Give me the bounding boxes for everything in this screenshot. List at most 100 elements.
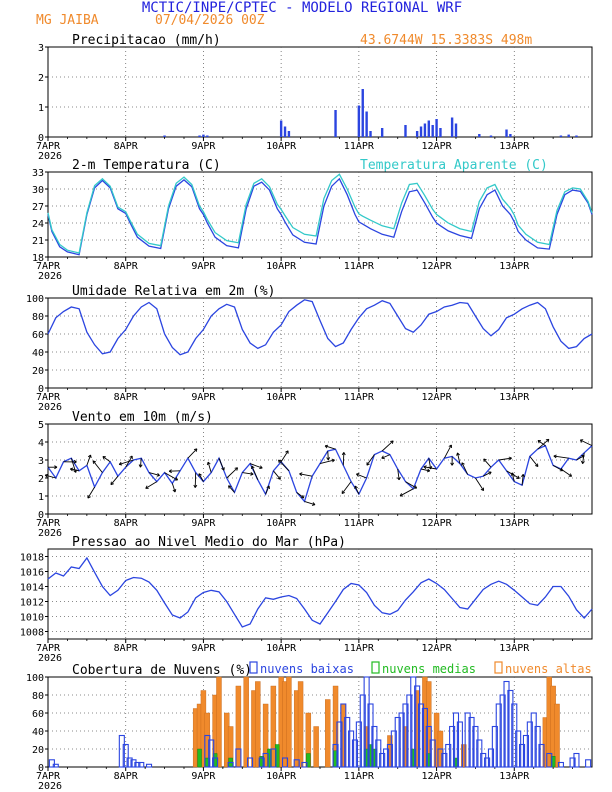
cloud-bar-low bbox=[359, 694, 366, 768]
precip-bar bbox=[361, 89, 364, 137]
wind-arrow-head bbox=[381, 455, 385, 460]
x-tick-label: 7APR bbox=[36, 518, 61, 529]
wind-arrow-head bbox=[138, 464, 143, 468]
cloud-bar-low bbox=[367, 703, 374, 768]
precip-bar bbox=[419, 126, 423, 137]
series-line-2 bbox=[47, 173, 593, 254]
wind-arrow-head bbox=[110, 481, 114, 486]
chart-panel-5: 1008 1010 1012 1014 1016 1018 7APR 8APR 9APR 10AP… bbox=[20, 535, 593, 664]
cloud-bar-low bbox=[472, 725, 479, 768]
y-tick-label: 100 bbox=[26, 294, 44, 305]
wind-arrow bbox=[324, 445, 336, 450]
wind-arrow bbox=[405, 481, 417, 489]
wind-arrow-head bbox=[508, 456, 512, 461]
wind-arrow bbox=[45, 474, 56, 479]
precip-bar bbox=[198, 135, 201, 137]
cloud-bar-low bbox=[530, 712, 537, 768]
wind-arrow-head bbox=[102, 456, 106, 460]
cloud-bar-low bbox=[507, 689, 514, 768]
x-tick-label: 13APR bbox=[499, 392, 530, 403]
precip-bar bbox=[567, 134, 570, 137]
wind-arrow bbox=[86, 454, 91, 466]
wind-arrow bbox=[475, 477, 484, 491]
wind-arrow bbox=[381, 440, 394, 452]
cloud-bar-high bbox=[325, 699, 331, 768]
wind-arrow bbox=[164, 472, 178, 481]
precip-bar bbox=[279, 120, 283, 137]
precip-bar bbox=[450, 117, 454, 137]
wind-arrow-head bbox=[390, 440, 394, 444]
wind-arrow bbox=[582, 452, 585, 464]
wind-arrow bbox=[228, 485, 235, 493]
wind-arrow-head bbox=[145, 485, 149, 489]
wind-arrow bbox=[110, 475, 119, 485]
y-tick-label: 5 bbox=[38, 420, 44, 431]
cloud-bar-low bbox=[247, 757, 254, 768]
panel-title: Precipitacao (mm/h) bbox=[72, 33, 221, 48]
x-year-label: 2026 bbox=[38, 151, 62, 162]
y-tick-label: 24 bbox=[32, 219, 44, 230]
y-tick-label: 0 bbox=[38, 510, 44, 521]
wind-arrow-head bbox=[568, 473, 573, 477]
cloud-bar-low bbox=[464, 712, 471, 768]
wind-arrow-head bbox=[87, 454, 92, 459]
wind-arrow bbox=[356, 473, 367, 479]
wind-arrow bbox=[139, 458, 142, 468]
wind-arrow bbox=[341, 481, 352, 494]
cloud-bar-low bbox=[522, 734, 529, 768]
precip-bar bbox=[423, 123, 427, 137]
wind-arrow bbox=[576, 455, 585, 461]
wind-arrow-head bbox=[259, 465, 263, 470]
wind-arrow-head bbox=[461, 462, 465, 466]
wind-arrow bbox=[529, 456, 539, 467]
cloud-bar-low bbox=[118, 734, 125, 768]
cloud-bar-low bbox=[235, 748, 242, 768]
cloud-bar-low bbox=[569, 757, 576, 768]
cloud-bar-low bbox=[538, 743, 545, 768]
wind-arrow bbox=[482, 471, 492, 477]
cloud-bar-low bbox=[421, 707, 428, 768]
x-tick-label: 11APR bbox=[344, 643, 375, 654]
cloud-bar-low bbox=[332, 743, 339, 768]
cloud-bar-low bbox=[425, 725, 432, 768]
precip-bar bbox=[431, 125, 434, 137]
precip-bar bbox=[380, 128, 384, 137]
y-tick-label: 4 bbox=[38, 438, 44, 449]
precip-bar bbox=[365, 111, 368, 137]
cloud-bar-high bbox=[554, 703, 560, 768]
wind-arrow-head bbox=[341, 452, 346, 456]
legend-swatch bbox=[371, 661, 380, 674]
wind-arrow bbox=[304, 500, 316, 506]
precip-bar bbox=[287, 131, 291, 137]
cloud-bar-low bbox=[410, 676, 417, 768]
legend-label: nuvens altas bbox=[505, 662, 592, 676]
wind-arrow-head bbox=[413, 485, 418, 489]
precip-bar bbox=[415, 131, 419, 137]
cloud-bar-low bbox=[402, 703, 409, 768]
x-tick-label: 10APR bbox=[266, 261, 297, 272]
wind-arrow bbox=[251, 465, 259, 480]
precip-bar bbox=[369, 131, 372, 137]
y-tick-label: 2 bbox=[38, 73, 44, 84]
wind-arrow bbox=[399, 488, 414, 497]
x-tick-label: 8APR bbox=[114, 261, 139, 272]
y-tick-label: 3 bbox=[38, 43, 44, 54]
cloud-bar-low bbox=[546, 752, 553, 768]
x-tick-label: 10APR bbox=[266, 771, 297, 782]
wind-arrow-head bbox=[326, 457, 331, 461]
cloud-bar-high bbox=[235, 685, 242, 768]
wind-arrow-head bbox=[366, 462, 370, 466]
cloud-bar-low bbox=[456, 721, 463, 768]
cloud-bar-low bbox=[519, 743, 526, 768]
cloud-bar-low bbox=[445, 743, 452, 768]
wind-arrow bbox=[299, 473, 313, 477]
wind-arrow-head bbox=[193, 448, 198, 452]
plot-frame bbox=[47, 548, 593, 640]
wind-arrow bbox=[498, 457, 512, 461]
cloud-bar-low bbox=[441, 752, 448, 768]
cloud-bar-high bbox=[243, 676, 249, 768]
precip-bar bbox=[334, 110, 337, 137]
precip-bar bbox=[505, 129, 508, 137]
wind-arrow bbox=[521, 474, 524, 486]
wind-arrow-head bbox=[198, 473, 202, 477]
